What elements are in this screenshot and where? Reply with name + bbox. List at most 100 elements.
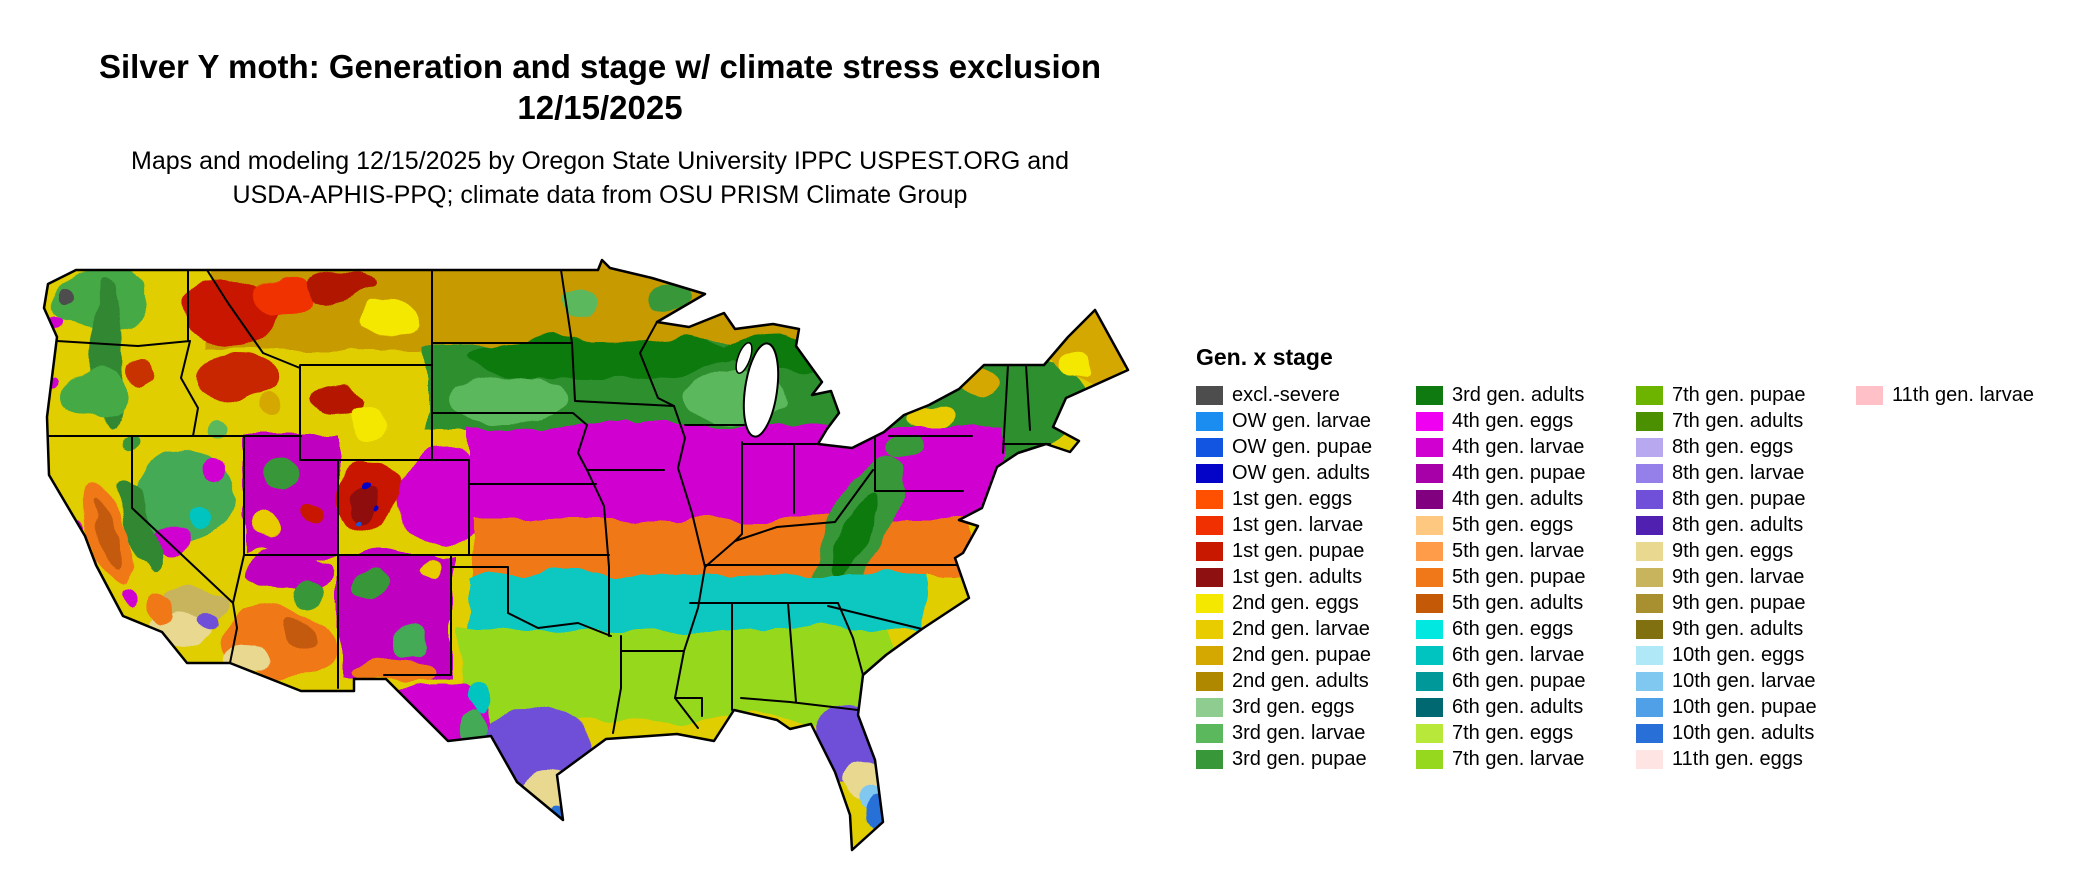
- legend-item: 9th gen. pupae: [1636, 591, 1836, 614]
- map-raster: [44, 260, 1128, 850]
- legend-item: 5th gen. pupae: [1416, 566, 1616, 588]
- legend-item: 11th gen. eggs: [1636, 747, 1836, 770]
- legend-label: 2nd gen. pupae: [1232, 643, 1372, 666]
- legend-label: 1st gen. larvae: [1232, 513, 1364, 536]
- legend-swatch: [1416, 749, 1443, 769]
- legend-label: 8th gen. eggs: [1672, 435, 1794, 458]
- legend-swatch: [1636, 463, 1663, 483]
- legend-label: 9th gen. pupae: [1672, 591, 1806, 614]
- legend-item: OW gen. larvae: [1196, 409, 1396, 432]
- legend-label: 5th gen. eggs: [1452, 513, 1574, 536]
- legend-swatch: [1416, 541, 1443, 561]
- legend-swatch: [1636, 385, 1663, 405]
- legend-label: 6th gen. eggs: [1452, 617, 1574, 640]
- legend-label: 7th gen. adults: [1672, 409, 1804, 432]
- legend-label: 3rd gen. larvae: [1232, 721, 1366, 744]
- legend-label: 10th gen. larvae: [1672, 669, 1816, 692]
- legend-item: 10th gen. pupae: [1636, 696, 1836, 718]
- legend-label: 9th gen. eggs: [1672, 539, 1794, 562]
- legend-label: 7th gen. pupae: [1672, 383, 1806, 406]
- legend-item: 1st gen. eggs: [1196, 487, 1396, 510]
- legend-swatch: [1196, 437, 1223, 457]
- legend-swatch: [1196, 645, 1223, 665]
- legend-label: 10th gen. adults: [1672, 721, 1815, 744]
- legend-label: 1st gen. eggs: [1232, 487, 1353, 510]
- legend-item: 10th gen. adults: [1636, 721, 1836, 744]
- legend-title: Gen. x stage: [1196, 344, 1333, 370]
- legend-item: 6th gen. larvae: [1416, 643, 1616, 666]
- legend-swatch: [1416, 463, 1443, 483]
- legend-item: 2nd gen. larvae: [1196, 618, 1396, 640]
- legend-swatch: [1636, 437, 1663, 457]
- legend-item: OW gen. adults: [1196, 461, 1396, 484]
- legend-swatch: [1416, 619, 1443, 639]
- legend-swatch: [1416, 567, 1443, 587]
- legend-item: 7th gen. adults: [1636, 409, 1836, 432]
- map-title-date: 12/15/2025: [517, 89, 683, 126]
- legend-swatch: [1636, 619, 1663, 639]
- legend-swatch: [1636, 723, 1663, 743]
- legend-label: 1st gen. adults: [1232, 565, 1363, 588]
- legend-item: 11th gen. larvae: [1856, 383, 2034, 406]
- legend-label: 2nd gen. eggs: [1232, 591, 1359, 614]
- legend-item: 8th gen. adults: [1636, 514, 1836, 536]
- legend: Gen. x stage excl.-severe OW gen. larvae O…: [1196, 344, 2034, 770]
- legend-label: 4th gen. adults: [1452, 487, 1584, 510]
- legend-swatch: [1636, 489, 1663, 509]
- legend-label: 10th gen. eggs: [1672, 643, 1805, 666]
- legend-column: 3rd gen. adults 4th gen. eggs 4th gen. lar…: [1416, 384, 1616, 770]
- great-lakes: [735, 342, 780, 438]
- legend-swatch: [1416, 515, 1443, 535]
- legend-label: 5th gen. larvae: [1452, 539, 1585, 562]
- legend-item: 4th gen. larvae: [1416, 435, 1616, 458]
- legend-swatch: [1416, 671, 1443, 691]
- legend-item: 7th gen. larvae: [1416, 747, 1616, 770]
- legend-item: 1st gen. pupae: [1196, 540, 1396, 562]
- legend-swatch: [1636, 749, 1663, 769]
- legend-label: 11th gen. larvae: [1892, 383, 2034, 406]
- legend-swatch: [1196, 515, 1223, 535]
- legend-label: 6th gen. larvae: [1452, 643, 1585, 666]
- legend-item: excl.-severe: [1196, 383, 1396, 406]
- legend-label: 7th gen. larvae: [1452, 747, 1585, 770]
- legend-label: 11th gen. eggs: [1672, 747, 1803, 770]
- legend-item: 1st gen. adults: [1196, 565, 1396, 588]
- legend-item: 6th gen. eggs: [1416, 617, 1616, 640]
- legend-swatch: [1196, 723, 1223, 743]
- legend-item: 2nd gen. pupae: [1196, 643, 1396, 666]
- state-borders: [46, 269, 1051, 734]
- legend-label: 3rd gen. pupae: [1232, 747, 1367, 770]
- legend-swatch: [1196, 619, 1223, 639]
- map-credits-line2: USDA-APHIS-PPQ; climate data from OSU PR…: [232, 181, 968, 209]
- legend-label: 4th gen. larvae: [1452, 435, 1585, 458]
- legend-item: 9th gen. eggs: [1636, 539, 1836, 562]
- legend-swatch: [1856, 385, 1883, 405]
- legend-swatch: [1196, 463, 1223, 483]
- legend-swatch: [1636, 697, 1663, 717]
- legend-label: OW gen. pupae: [1232, 435, 1373, 458]
- legend-item: 2nd gen. adults: [1196, 669, 1396, 692]
- legend-label: 8th gen. pupae: [1672, 487, 1806, 510]
- legend-label: OW gen. larvae: [1232, 409, 1371, 432]
- legend-swatch: [1636, 567, 1663, 587]
- us-generation-stage-map: [38, 258, 1153, 858]
- us-outline: [42, 258, 1130, 852]
- legend-item: 3rd gen. adults: [1416, 384, 1616, 406]
- legend-label: 2nd gen. adults: [1232, 669, 1369, 692]
- legend-swatch: [1416, 489, 1443, 509]
- legend-item: 8th gen. eggs: [1636, 435, 1836, 458]
- legend-swatch: [1416, 593, 1443, 613]
- legend-label: 4th gen. eggs: [1452, 409, 1574, 432]
- legend-swatch: [1416, 697, 1443, 717]
- legend-label: excl.-severe: [1232, 383, 1340, 406]
- legend-item: 3rd gen. larvae: [1196, 721, 1396, 744]
- legend-swatch: [1636, 645, 1663, 665]
- legend-item: 4th gen. adults: [1416, 487, 1616, 510]
- legend-swatch: [1416, 437, 1443, 457]
- map-credits: Maps and modeling 12/15/2025 by Oregon S…: [60, 144, 1140, 212]
- legend-swatch: [1196, 567, 1223, 587]
- legend-label: OW gen. adults: [1232, 461, 1370, 484]
- legend-label: 8th gen. larvae: [1672, 461, 1805, 484]
- legend-item: 1st gen. larvae: [1196, 513, 1396, 536]
- legend-item: 6th gen. pupae: [1416, 670, 1616, 692]
